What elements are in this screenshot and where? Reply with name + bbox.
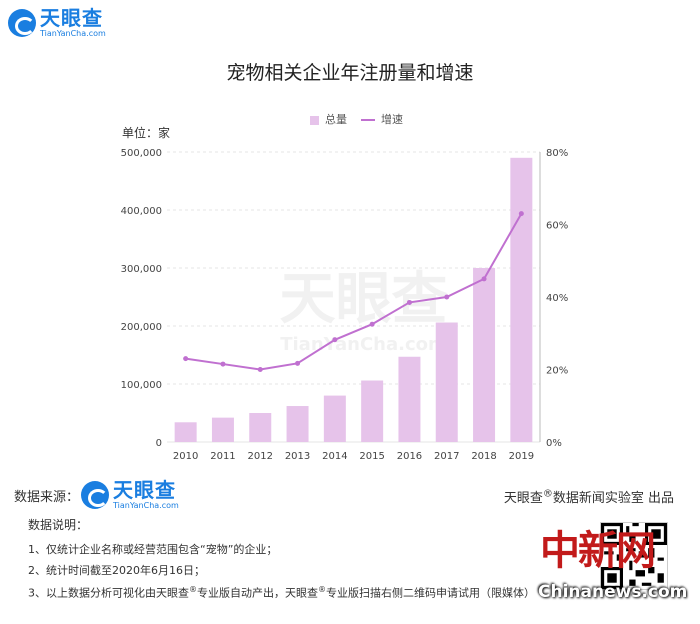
bar <box>361 380 384 442</box>
growth-point <box>444 294 450 300</box>
x-tick-label: 2019 <box>509 451 534 462</box>
data-source: 数据来源： 天眼查 TianYanCha.com <box>14 480 179 510</box>
plot-watermark: 天眼查 <box>280 267 448 332</box>
chinanews-watermark: 中新网 <box>540 528 656 574</box>
legend-line-swatch <box>361 119 375 121</box>
bar <box>510 157 533 443</box>
growth-point <box>183 356 189 362</box>
y-left-tick-label: 0 <box>156 438 162 449</box>
registered-mark: ® <box>542 488 553 500</box>
growth-point <box>220 361 226 367</box>
growth-point <box>369 321 375 327</box>
logo-name-cn: 天眼查 <box>113 478 177 502</box>
note-3-part-a: 3、以上数据分析可视化由天眼查 <box>28 586 189 600</box>
note-3-part-b: 专业版自动产出，天眼查 <box>197 586 318 600</box>
y-right-tick-label: 20% <box>546 366 568 377</box>
growth-point <box>406 299 412 305</box>
y-right-tick-label: 40% <box>546 293 568 304</box>
tianyancha-logo: 天眼查 TianYanCha.com <box>8 8 106 38</box>
y-right-tick-label: 60% <box>546 221 568 232</box>
legend-bar-swatch <box>310 115 319 125</box>
chart-canvas: 0 100,000 200,000 300,000 400,000 500,000 0% 20… <box>121 148 569 462</box>
chart-title: 宠物相关企业年注册量和增速 <box>226 62 474 84</box>
bar <box>473 268 496 442</box>
qr-code[interactable] <box>600 522 668 590</box>
y-right-tick-label: 80% <box>546 148 568 159</box>
source-logo: 天眼查 TianYanCha.com <box>81 480 179 510</box>
y-left-tick-label: 100,000 <box>121 380 162 391</box>
bar <box>174 422 197 442</box>
data-notes: 数据说明： 1、仅统计企业名称或经营范围包含“宠物”的企业； 2、统计时间截至2… <box>28 519 535 609</box>
x-tick-label: 2014 <box>322 451 347 462</box>
chinanews-watermark-en: Chinanews.com <box>538 582 688 602</box>
y-left-tick-label: 500,000 <box>121 148 162 159</box>
legend-line-label: 增速 <box>381 113 403 126</box>
notes-title: 数据说明： <box>28 518 89 532</box>
logo-name-en: TianYanCha.com <box>40 29 106 38</box>
plot-watermark-en: TianYanCha.com <box>280 334 447 355</box>
legend: 总量 增速 <box>310 111 403 127</box>
growth-line <box>185 213 523 371</box>
y-left-tick-label: 400,000 <box>121 206 162 217</box>
note-2: 2、统计时间截至2020年6月16日； <box>28 564 205 577</box>
x-tick-label: 2015 <box>359 451 384 462</box>
registered-mark: ® <box>189 585 197 594</box>
bar <box>435 322 458 442</box>
eye-logo-icon <box>81 481 110 509</box>
x-tick-label: 2013 <box>285 451 310 462</box>
legend-item-line: 增速 <box>361 111 403 127</box>
legend-bar-label: 总量 <box>325 113 347 126</box>
logo-name-cn: 天眼查 <box>40 6 103 30</box>
note-1: 1、仅统计企业名称或经营范围包含“宠物”的企业； <box>28 543 278 556</box>
x-tick-label: 2010 <box>173 451 198 462</box>
note-3-part-c: 专业版扫描右侧二维码申请试用（限媒体） <box>326 586 535 600</box>
lab-name: 数据新闻实验室 出品 <box>552 491 674 506</box>
growth-point <box>518 211 524 217</box>
x-tick-label: 2016 <box>397 451 422 462</box>
lab-credit: 天眼查®数据新闻实验室 出品 <box>504 487 674 506</box>
x-tick-label: 2011 <box>210 451 235 462</box>
bar <box>286 406 309 442</box>
bar <box>398 356 421 442</box>
bar <box>249 413 272 442</box>
lab-brand: 天眼查 <box>503 491 543 506</box>
eye-logo-icon <box>8 9 36 37</box>
growth-point <box>481 276 487 282</box>
x-tick-label: 2018 <box>471 451 496 462</box>
growth-point <box>295 360 301 366</box>
legend-item-bar: 总量 <box>310 111 347 127</box>
bar <box>211 417 234 442</box>
registered-mark: ® <box>318 585 326 594</box>
x-tick-label: 2017 <box>434 451 459 462</box>
note-3: 3、以上数据分析可视化由天眼查®专业版自动产出，天眼查®专业版扫描右侧二维码申请… <box>28 586 535 599</box>
logo-name-en: TianYanCha.com <box>113 501 179 510</box>
y-left-tick-label: 200,000 <box>121 322 162 333</box>
bar <box>323 395 346 442</box>
growth-point <box>332 337 338 343</box>
unit-label: 单位：家 <box>122 126 171 140</box>
growth-point <box>257 367 263 372</box>
source-label: 数据来源： <box>14 489 80 505</box>
y-left-tick-label: 300,000 <box>121 264 162 275</box>
x-tick-label: 2012 <box>248 451 273 462</box>
y-right-tick-label: 0% <box>546 438 562 449</box>
